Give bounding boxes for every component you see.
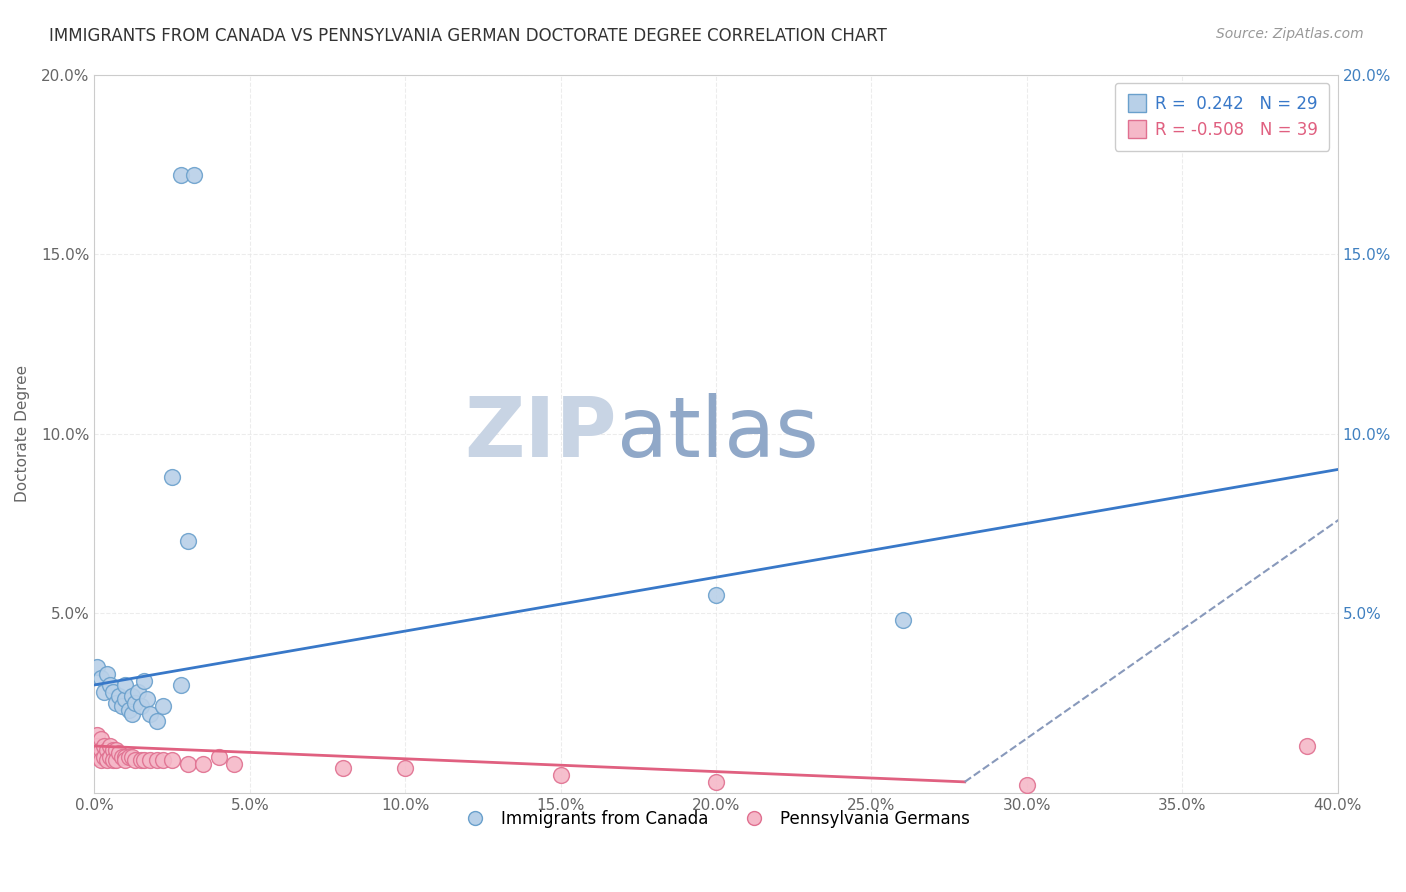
Point bbox=[1015, 779, 1038, 793]
Point bbox=[191, 756, 214, 771]
Point bbox=[93, 739, 115, 753]
Point bbox=[86, 739, 108, 753]
Point bbox=[176, 756, 198, 771]
Point bbox=[86, 660, 108, 674]
Point bbox=[132, 674, 155, 689]
Point bbox=[124, 696, 146, 710]
Point bbox=[550, 767, 572, 781]
Y-axis label: Doctorate Degree: Doctorate Degree bbox=[15, 365, 30, 502]
Point bbox=[101, 685, 124, 699]
Point bbox=[108, 689, 131, 703]
Point bbox=[170, 678, 193, 692]
Point bbox=[170, 168, 193, 182]
Point bbox=[114, 749, 136, 764]
Point bbox=[117, 749, 139, 764]
Point bbox=[93, 749, 115, 764]
Point bbox=[105, 753, 128, 767]
Point bbox=[86, 728, 108, 742]
Legend: Immigrants from Canada, Pennsylvania Germans: Immigrants from Canada, Pennsylvania Ger… bbox=[456, 804, 976, 835]
Point bbox=[96, 742, 118, 756]
Point bbox=[129, 699, 152, 714]
Point bbox=[86, 749, 108, 764]
Text: atlas: atlas bbox=[617, 393, 818, 474]
Point bbox=[93, 685, 115, 699]
Point bbox=[98, 749, 121, 764]
Point bbox=[891, 613, 914, 627]
Point bbox=[117, 703, 139, 717]
Point bbox=[394, 760, 416, 774]
Point bbox=[160, 469, 183, 483]
Point bbox=[114, 753, 136, 767]
Point bbox=[96, 753, 118, 767]
Point bbox=[152, 753, 174, 767]
Point bbox=[145, 714, 167, 728]
Text: Source: ZipAtlas.com: Source: ZipAtlas.com bbox=[1216, 27, 1364, 41]
Point bbox=[114, 678, 136, 692]
Point bbox=[145, 753, 167, 767]
Point bbox=[96, 667, 118, 681]
Point bbox=[704, 775, 727, 789]
Point bbox=[139, 706, 162, 721]
Point bbox=[152, 699, 174, 714]
Text: ZIP: ZIP bbox=[464, 393, 617, 474]
Point bbox=[208, 749, 231, 764]
Point bbox=[129, 753, 152, 767]
Point bbox=[121, 749, 143, 764]
Point bbox=[136, 692, 159, 706]
Point bbox=[124, 753, 146, 767]
Point bbox=[176, 534, 198, 549]
Point bbox=[90, 753, 112, 767]
Point bbox=[101, 742, 124, 756]
Text: IMMIGRANTS FROM CANADA VS PENNSYLVANIA GERMAN DOCTORATE DEGREE CORRELATION CHART: IMMIGRANTS FROM CANADA VS PENNSYLVANIA G… bbox=[49, 27, 887, 45]
Point bbox=[160, 753, 183, 767]
Point bbox=[121, 706, 143, 721]
Point bbox=[108, 746, 131, 760]
Point bbox=[98, 678, 121, 692]
Point bbox=[98, 739, 121, 753]
Point bbox=[90, 742, 112, 756]
Point bbox=[183, 168, 205, 182]
Point bbox=[704, 588, 727, 602]
Point bbox=[121, 689, 143, 703]
Point bbox=[90, 731, 112, 746]
Point bbox=[111, 749, 134, 764]
Point bbox=[332, 760, 354, 774]
Point bbox=[90, 671, 112, 685]
Point bbox=[224, 756, 246, 771]
Point bbox=[105, 696, 128, 710]
Point bbox=[127, 685, 149, 699]
Point bbox=[132, 753, 155, 767]
Point bbox=[114, 692, 136, 706]
Point bbox=[139, 753, 162, 767]
Point bbox=[101, 753, 124, 767]
Point bbox=[105, 742, 128, 756]
Point bbox=[1295, 739, 1317, 753]
Point bbox=[111, 699, 134, 714]
